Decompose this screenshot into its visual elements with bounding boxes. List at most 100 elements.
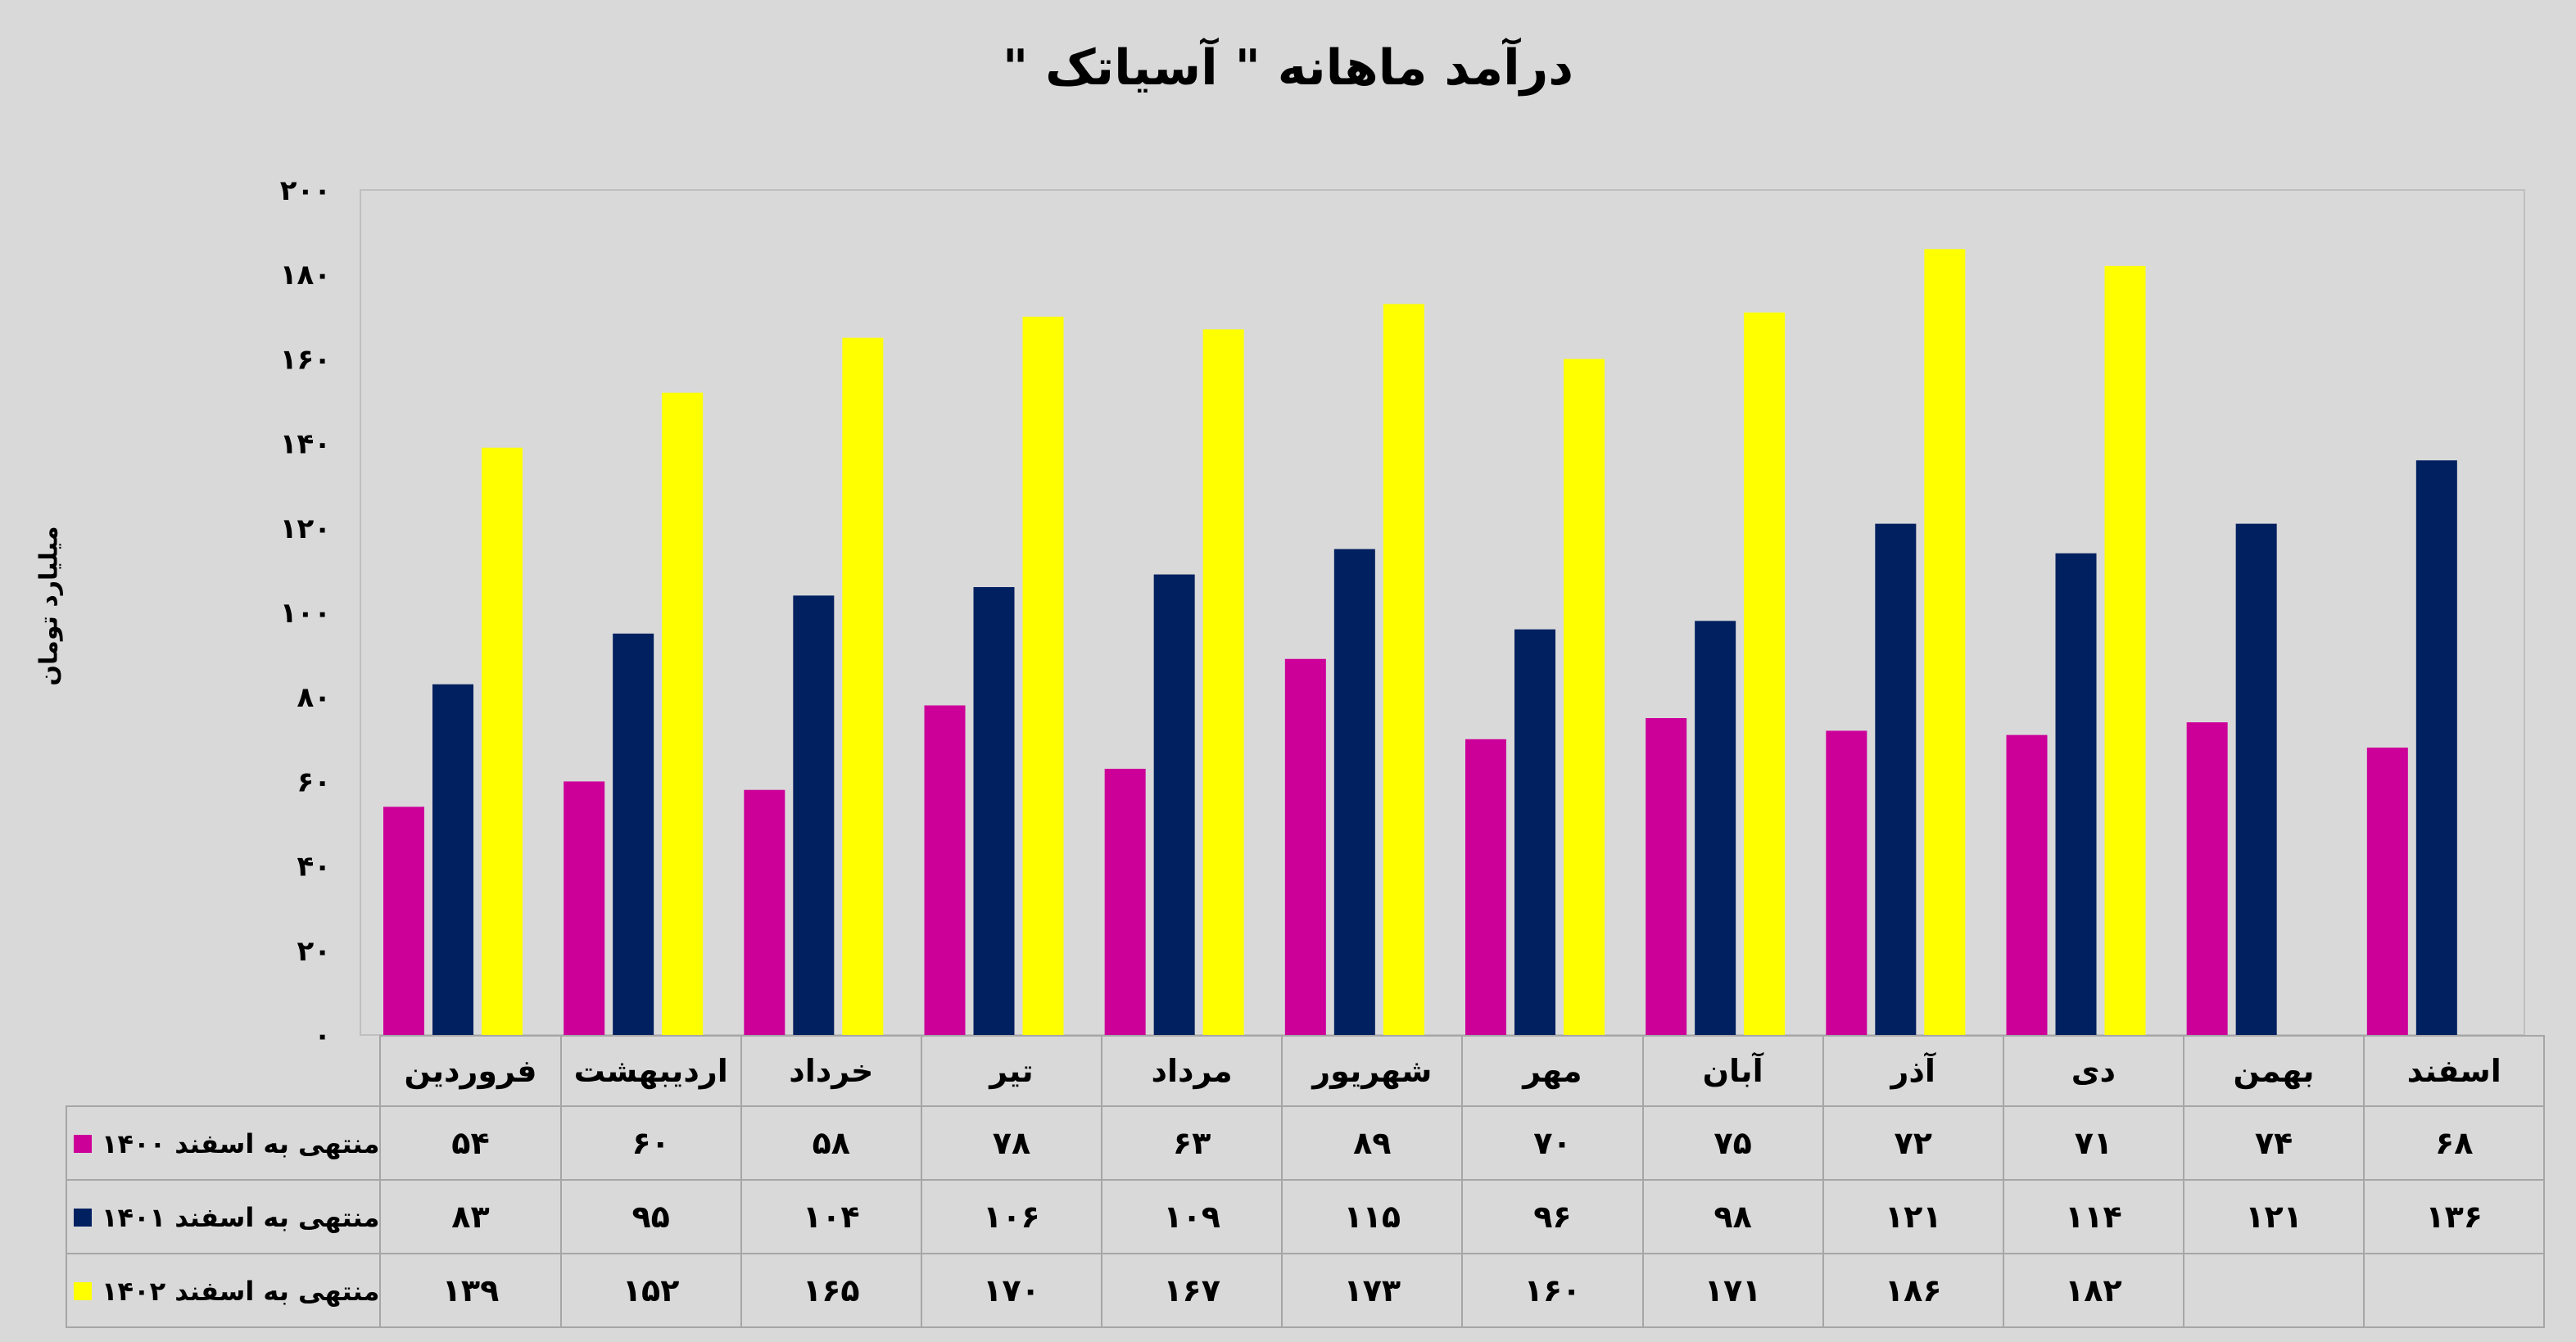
y-tick-label: ۱۰۰ <box>280 597 331 630</box>
data-label: ۵۸ <box>740 1105 922 1181</box>
legend-entry: منتهی به اسفند ۱۴۰۲ <box>65 1253 382 1328</box>
legend-label: منتهی به اسفند ۱۴۰۲ <box>102 1276 380 1307</box>
category-label: بهمن <box>2182 1035 2365 1107</box>
y-tick-label: ۱۲۰ <box>280 513 331 545</box>
bar-series-1 <box>383 807 424 1035</box>
data-label: ۱۲۱ <box>1822 1179 2004 1254</box>
bar-series-3 <box>482 447 523 1035</box>
bar-series-1 <box>1465 739 1506 1035</box>
chart-title: درآمد ماهانه " آسیاتک " <box>1002 39 1574 97</box>
bar-series-3 <box>1744 312 1786 1035</box>
data-label: ۸۹ <box>1281 1105 1464 1181</box>
bar-series-2 <box>432 684 473 1035</box>
y-tick-label: ۶۰ <box>297 766 331 798</box>
bar-series-1 <box>1284 658 1326 1035</box>
data-label: ۷۱ <box>2002 1105 2184 1181</box>
y-tick-label: ۰ <box>314 1019 331 1040</box>
data-label: ۱۳۶ <box>2363 1179 2546 1254</box>
data-label: ۶۳ <box>1101 1105 1283 1181</box>
legend-swatch <box>74 1135 92 1153</box>
legend-entry: منتهی به اسفند ۱۴۰۱ <box>65 1179 382 1254</box>
category-label: فروردین <box>379 1035 562 1107</box>
bar-series-2 <box>2055 553 2097 1035</box>
bar-series-2 <box>1514 629 1555 1035</box>
bar-series-2 <box>1333 549 1375 1035</box>
y-tick-label: ۲۰ <box>297 935 331 968</box>
data-label: ۱۷۰ <box>920 1253 1103 1328</box>
table-category-row: فروردین اردیبهشت خرداد تیر مرداد شهریور مهر آبا… <box>66 1035 2546 1107</box>
data-label: ۷۵ <box>1641 1105 1824 1181</box>
data-label: ۵۴ <box>379 1105 562 1181</box>
y-tick-label: ۱۶۰ <box>280 343 331 376</box>
table-series-row: منتهی به اسفند ۱۴۰۰ ۵۴ ۶۰ ۵۸ ۷۸ ۶۳ ۸۹ ۷۰ ۷۵ ۷۲ ۷۱ ۷… <box>65 1105 2546 1181</box>
bar-series-1 <box>2186 722 2228 1035</box>
data-label: ۱۰۴ <box>740 1179 922 1254</box>
bar-series-1 <box>2366 748 2408 1035</box>
category-label: خرداد <box>740 1035 922 1107</box>
bar-series-2 <box>793 595 835 1035</box>
data-label: ۹۸ <box>1641 1179 1824 1254</box>
category-label: اردیبهشت <box>559 1035 742 1107</box>
bar-series-3 <box>2104 265 2146 1035</box>
category-label: اسفند <box>2363 1035 2546 1107</box>
data-label: ۹۵ <box>559 1179 742 1254</box>
y-tick-label: ۱۸۰ <box>280 259 331 291</box>
plot-area <box>360 189 2525 1036</box>
data-label: ۱۷۱ <box>1641 1253 1824 1328</box>
bar-series-3 <box>1022 316 1064 1035</box>
bar-series-2 <box>1875 523 1917 1035</box>
table-series-row: منتهی به اسفند ۱۴۰۱ ۸۳ ۹۵ ۱۰۴ ۱۰۶ ۱۰۹ ۱۱۵ ۹۶ ۹۸ ۱… <box>65 1179 2546 1254</box>
data-label: ۱۸۶ <box>1822 1253 2004 1328</box>
bar-series-3 <box>1202 329 1244 1035</box>
bar-series-1 <box>1826 730 1867 1035</box>
bar-series-2 <box>1153 574 1195 1035</box>
data-label: ۷۴ <box>2182 1105 2365 1181</box>
bar-series-3 <box>842 337 884 1036</box>
bar-series-2 <box>2415 460 2457 1035</box>
data-label: ۷۰ <box>1461 1105 1644 1181</box>
bar-series-1 <box>1104 768 1146 1035</box>
y-tick-label: ۱۴۰ <box>280 428 331 461</box>
data-label: ۶۸ <box>2363 1105 2546 1181</box>
bar-series-3 <box>1924 249 1966 1035</box>
data-label: ۶۰ <box>559 1105 742 1181</box>
data-label: ۱۸۲ <box>2002 1253 2184 1328</box>
table-corner <box>66 1036 380 1106</box>
y-tick-label: ۸۰ <box>297 681 331 714</box>
category-label: شهریور <box>1281 1035 1464 1107</box>
category-label: مهر <box>1461 1035 1644 1107</box>
data-label: ۱۷۳ <box>1281 1253 1464 1328</box>
table-series-row: منتهی به اسفند ۱۴۰۲ ۱۳۹ ۱۵۲ ۱۶۵ ۱۷۰ ۱۶۷ ۱۷۳ ۱۶۰… <box>65 1253 2546 1328</box>
data-label: ۱۲۱ <box>2182 1179 2365 1254</box>
data-label: ۹۶ <box>1461 1179 1644 1254</box>
bar-series-1 <box>924 705 966 1035</box>
data-label <box>2363 1253 2546 1328</box>
bar-series-2 <box>2235 523 2277 1035</box>
data-label: ۱۰۹ <box>1101 1179 1283 1254</box>
category-label: مرداد <box>1101 1035 1283 1107</box>
data-label: ۱۶۷ <box>1101 1253 1283 1328</box>
data-label: ۸۳ <box>379 1179 562 1254</box>
bar-series-3 <box>1564 359 1605 1035</box>
data-label: ۷۸ <box>920 1105 1103 1181</box>
bar-series-1 <box>2006 734 2048 1035</box>
data-label: ۱۰۶ <box>920 1179 1103 1254</box>
legend-entry: منتهی به اسفند ۱۴۰۰ <box>65 1105 382 1181</box>
category-label: تیر <box>920 1035 1103 1107</box>
y-tick-label: ۲۰۰ <box>280 174 331 207</box>
data-label: ۱۱۵ <box>1281 1179 1464 1254</box>
category-label: دی <box>2002 1035 2184 1107</box>
data-label <box>2182 1253 2365 1328</box>
data-label: ۱۶۰ <box>1461 1253 1644 1328</box>
legend-label: منتهی به اسفند ۱۴۰۰ <box>102 1128 380 1159</box>
bar-series-1 <box>564 781 605 1035</box>
data-label: ۱۶۵ <box>740 1253 922 1328</box>
data-table: فروردین اردیبهشت خرداد تیر مرداد شهریور مهر آبا… <box>65 1035 2546 1328</box>
category-label: آبان <box>1641 1035 1824 1107</box>
legend-label: منتهی به اسفند ۱۴۰۱ <box>102 1202 380 1233</box>
bar-series-2 <box>613 633 654 1035</box>
legend-swatch <box>74 1282 92 1300</box>
bar-series-1 <box>1646 718 1687 1035</box>
category-label: آذر <box>1822 1035 2004 1107</box>
data-label: ۱۱۴ <box>2002 1179 2184 1254</box>
